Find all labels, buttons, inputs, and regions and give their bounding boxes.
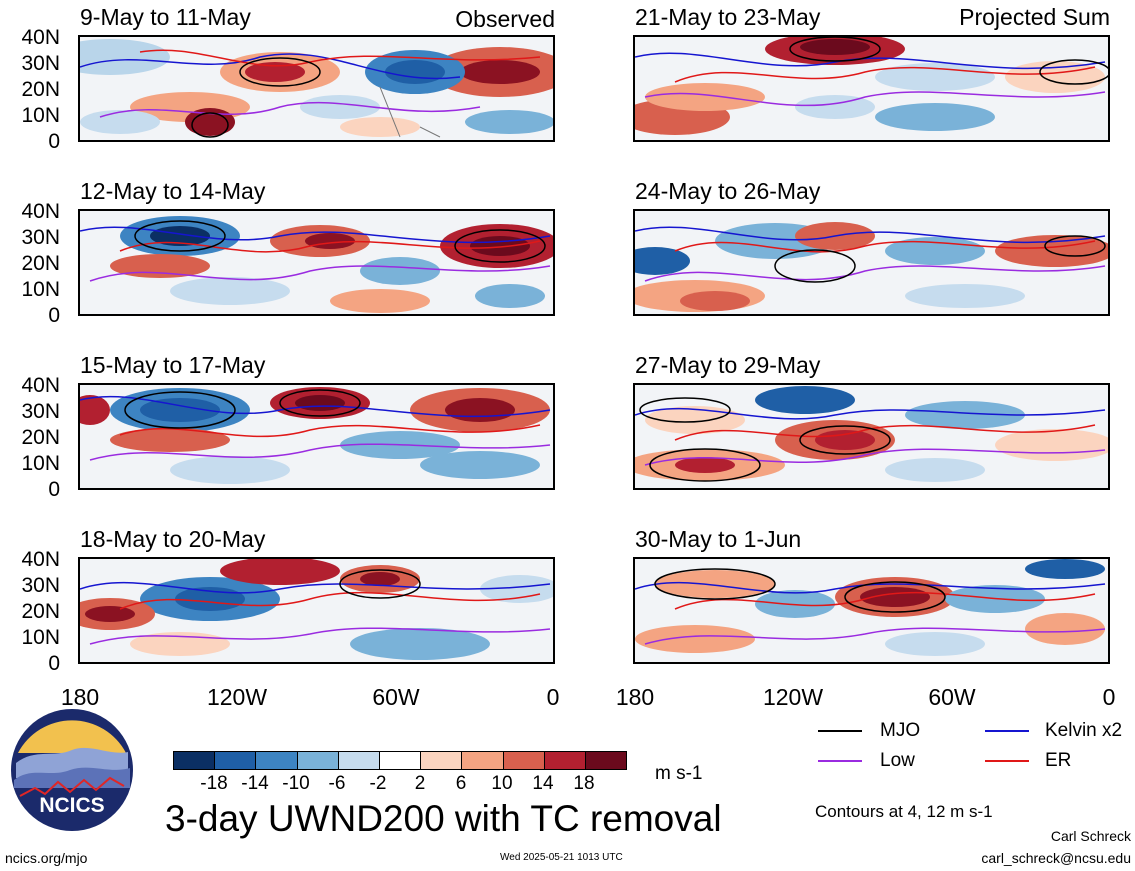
footer-author: Carl Schreck <box>1050 828 1131 844</box>
panel-title: 9-May to 11-May <box>80 4 251 30</box>
y-tick: 10N <box>21 626 60 649</box>
map-panel <box>78 383 555 490</box>
x-tick: 120W <box>206 684 268 710</box>
panel-tag: Projected Sum <box>959 4 1110 30</box>
colorbar-swatch <box>255 752 297 769</box>
colorbar-label: 18 <box>573 773 595 794</box>
colorbar-label: -14 <box>241 773 269 794</box>
y-tick: 10N <box>21 452 60 475</box>
legend-label-kelvin: Kelvin x2 <box>1045 720 1123 741</box>
legend-line-er <box>985 760 1029 762</box>
panel-title: 15-May to 17-May <box>80 352 266 378</box>
y-tick: 0 <box>48 304 60 327</box>
colorbar-swatch <box>337 752 379 769</box>
footer-url[interactable]: ncics.org/mjo <box>5 850 88 866</box>
y-tick: 40N <box>21 200 60 223</box>
legend-line-low <box>818 760 862 762</box>
map-panel <box>633 557 1110 664</box>
footer-email[interactable]: carl_schreck@ncsu.edu <box>981 850 1131 866</box>
ncics-logo: NCICS <box>10 708 134 832</box>
map-panel <box>78 209 555 316</box>
colorbar-label: 6 <box>455 773 467 794</box>
legend-label-er: ER <box>1045 750 1072 771</box>
colorbar-swatch <box>420 752 462 769</box>
legend-label-low: Low <box>880 750 915 771</box>
main-title: 3-day UWND200 with TC removal <box>165 798 722 839</box>
panel-title: 18-May to 20-May <box>80 526 266 552</box>
panel-title: 27-May to 29-May <box>635 352 821 378</box>
y-tick: 0 <box>48 652 60 675</box>
panel-tag: Observed <box>455 6 555 32</box>
legend-line-mjo <box>818 730 862 732</box>
colorbar-swatch <box>378 752 421 769</box>
x-tick: 180 <box>615 684 655 710</box>
colorbar-label: 14 <box>532 773 554 794</box>
y-tick: 20N <box>21 78 60 101</box>
map-panel <box>78 557 555 664</box>
map-panel <box>78 35 555 142</box>
y-tick: 30N <box>21 226 60 249</box>
y-tick: 30N <box>21 574 60 597</box>
y-tick: 0 <box>48 478 60 501</box>
colorbar-swatch <box>584 752 627 769</box>
y-tick: 10N <box>21 278 60 301</box>
x-tick: 180 <box>60 684 100 710</box>
map-panel <box>633 209 1110 316</box>
y-tick: 30N <box>21 400 60 423</box>
colorbar-swatch <box>502 752 544 769</box>
colorbar-label: -18 <box>200 773 228 794</box>
map-panel <box>633 35 1110 142</box>
panel-title: 21-May to 23-May <box>635 4 821 30</box>
colorbar-label: -2 <box>369 773 387 794</box>
panel-title: 12-May to 14-May <box>80 178 266 204</box>
y-tick: 20N <box>21 252 60 275</box>
x-tick: 60W <box>372 684 420 710</box>
colorbar-swatch <box>214 752 256 769</box>
panel-title: 30-May to 1-Jun <box>635 526 802 552</box>
y-tick: 20N <box>21 426 60 449</box>
colorbar-label: -10 <box>282 773 310 794</box>
x-tick: 0 <box>1102 684 1116 710</box>
colorbar <box>173 751 627 770</box>
colorbar-swatch <box>461 752 503 769</box>
colorbar-swatch <box>174 752 215 769</box>
y-tick: 40N <box>21 548 60 571</box>
map-panel <box>633 383 1110 490</box>
y-tick: 30N <box>21 52 60 75</box>
x-tick: 120W <box>762 684 824 710</box>
colorbar-label: 2 <box>414 773 426 794</box>
y-tick: 10N <box>21 104 60 127</box>
y-tick: 40N <box>21 374 60 397</box>
contours-note: Contours at 4, 12 m s-1 <box>815 802 993 821</box>
footer-timestamp: Wed 2025-05-21 1013 UTC <box>500 852 623 863</box>
x-tick: 0 <box>546 684 560 710</box>
x-tick: 60W <box>928 684 976 710</box>
y-tick: 40N <box>21 26 60 49</box>
y-tick: 0 <box>48 130 60 153</box>
logo-text: NCICS <box>39 794 104 817</box>
colorbar-label: 10 <box>491 773 513 794</box>
colorbar-label: -6 <box>328 773 346 794</box>
colorbar-swatch <box>296 752 338 769</box>
panel-title: 24-May to 26-May <box>635 178 821 204</box>
colorbar-units: m s-1 <box>655 763 703 784</box>
y-tick: 20N <box>21 600 60 623</box>
legend-line-kelvin <box>985 730 1029 732</box>
legend-label-mjo: MJO <box>880 720 921 741</box>
colorbar-swatch <box>543 752 585 769</box>
